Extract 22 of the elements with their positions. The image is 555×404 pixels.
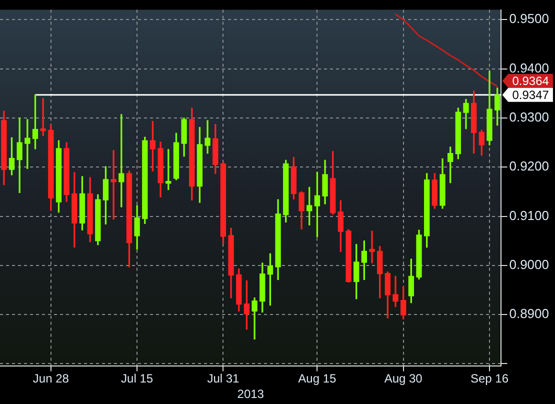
- y-tick-label: 0.9500: [509, 11, 550, 26]
- candlestick: [369, 230, 375, 264]
- candlestick: [16, 118, 22, 193]
- x-tick-label: Jul 15: [121, 372, 154, 386]
- y-tick-label: 0.9200: [509, 158, 550, 174]
- y-tick-label: 0.9100: [509, 208, 550, 223]
- x-tick-label: Jun 28: [32, 372, 70, 386]
- candlestick: [392, 276, 398, 308]
- y-tick-label: 0.9000: [509, 257, 550, 272]
- x-tick-label: Aug 15: [298, 372, 337, 386]
- data-label: 0.9364: [512, 74, 550, 88]
- x-tick-label: Jul 31: [207, 372, 240, 386]
- x-tick-label: Aug 30: [384, 372, 423, 386]
- ref-line-label: 0.9347: [512, 88, 550, 102]
- x-tick-label: Sep 16: [470, 372, 509, 386]
- y-tick-label: 0.9300: [509, 110, 550, 125]
- y-tick-label: 0.8900: [509, 306, 550, 322]
- candlestick: [204, 120, 210, 154]
- candlestick: [110, 150, 116, 220]
- y-tick-label: 0.9400: [509, 60, 550, 76]
- candlestick: [40, 98, 46, 136]
- x-axis-title: 2013: [237, 387, 264, 402]
